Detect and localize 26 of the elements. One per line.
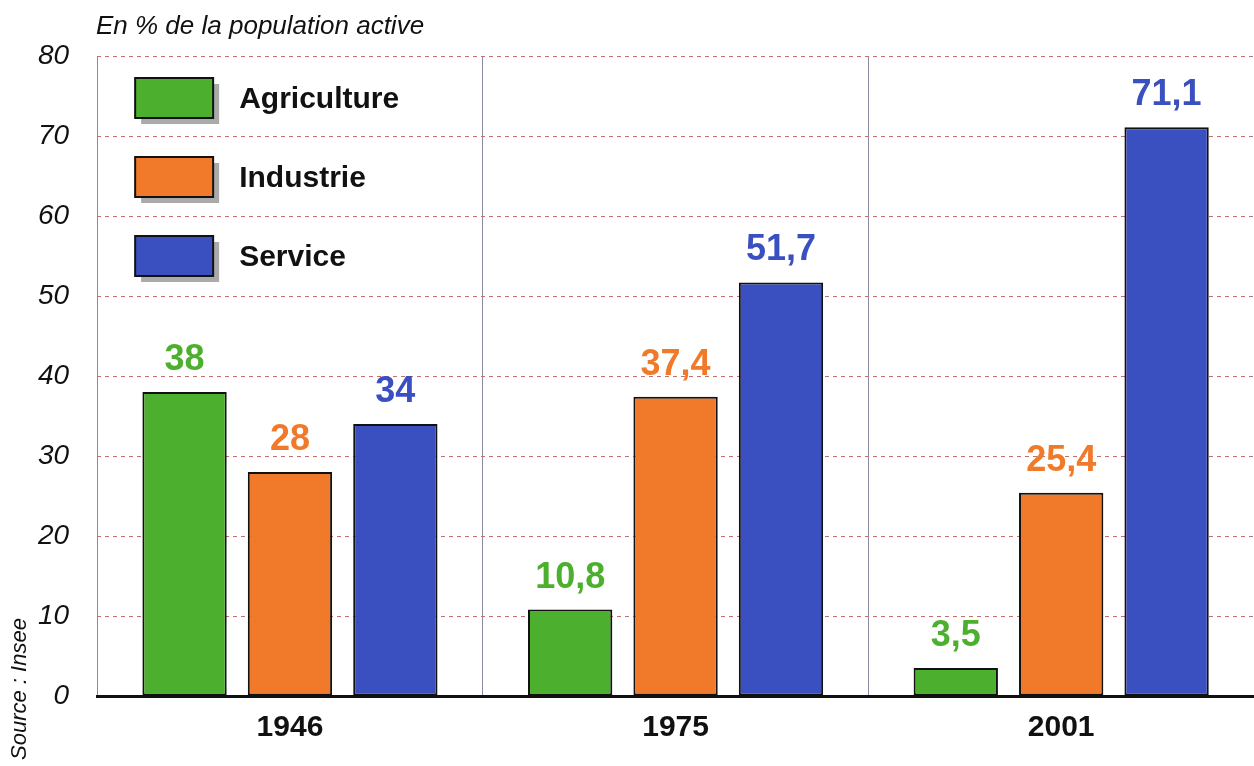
data-label: 28: [269, 416, 310, 458]
data-label: 25,4: [1026, 437, 1097, 479]
y-tick-label: 60: [37, 198, 70, 230]
legend-label: Industrie: [239, 160, 366, 194]
data-label: 51,7: [745, 227, 817, 269]
data-label: 34: [375, 368, 416, 410]
data-label: 38: [164, 336, 205, 378]
x-tick-label: 2001: [1027, 709, 1095, 743]
y-tick-label: 0: [53, 678, 70, 710]
legend-label: Agriculture: [239, 81, 400, 115]
x-tick-label: 1975: [642, 709, 709, 743]
y-tick-label: 30: [37, 438, 70, 470]
y-tick-label: 50: [37, 278, 70, 310]
data-label: 71,1: [1131, 72, 1202, 114]
data-label: 37,4: [640, 341, 711, 383]
legend-label: Service: [239, 239, 346, 273]
x-tick-label: 1946: [256, 709, 324, 743]
data-label: 3,5: [930, 612, 981, 654]
data-label: 10,8: [535, 554, 606, 596]
y-tick-label: 80: [37, 38, 70, 70]
y-tick-label: 70: [37, 118, 70, 150]
y-axis-title: En % de la population active: [96, 10, 425, 41]
y-tick-label: 40: [37, 358, 70, 390]
y-tick-label: 20: [36, 518, 70, 550]
source-note: Source : Insee: [6, 618, 32, 760]
y-tick-label: 10: [37, 598, 70, 630]
